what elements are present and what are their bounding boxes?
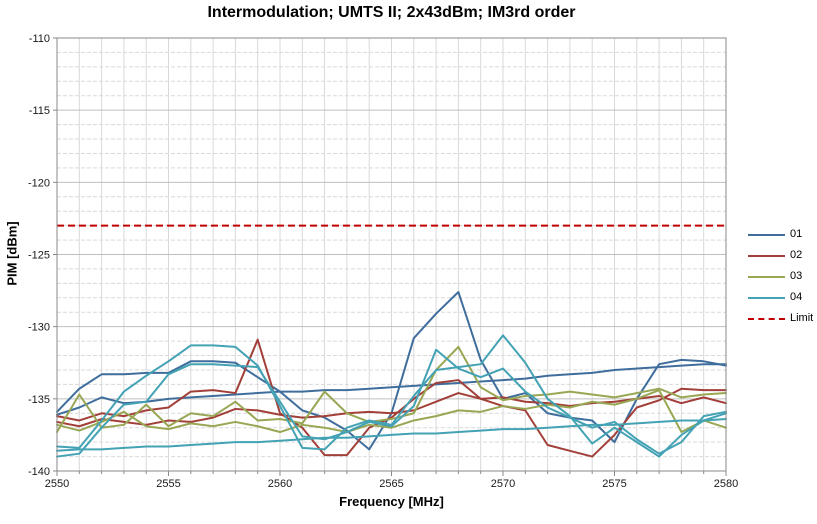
x-tick-label: 2580 [714, 478, 738, 490]
legend-label: 03 [790, 270, 803, 282]
legend-item-limit: Limit [748, 308, 813, 329]
x-tick-label: 2550 [45, 478, 69, 490]
series-03-line [56, 345, 727, 434]
x-tick-label: 2575 [602, 478, 626, 490]
x-tick-label: 2565 [379, 478, 403, 490]
series-04-line [56, 418, 727, 452]
legend-swatch-01 [748, 233, 785, 236]
legend-label: 02 [790, 249, 803, 261]
legend-label: 04 [790, 291, 803, 303]
y-tick-label: -110 [29, 33, 50, 45]
y-tick-label: -120 [28, 177, 50, 189]
legend-swatch-03 [748, 275, 785, 278]
series-02-line [56, 392, 727, 428]
legend-item-03: 03 [748, 266, 813, 287]
legend-item-01: 01 [748, 224, 813, 245]
x-axis-title: Frequency [MHz] [339, 494, 444, 509]
y-tick-label: -140 [28, 466, 50, 478]
legend-swatch-limit [748, 317, 785, 320]
legend-item-02: 02 [748, 245, 813, 266]
legend-item-04: 04 [748, 287, 813, 308]
series-04-line [56, 334, 727, 458]
series-04-line [56, 348, 727, 458]
legend: 01 02 03 04 Limit [748, 224, 813, 329]
y-tick-label: -125 [28, 250, 50, 262]
series-03-line [56, 389, 727, 434]
chart-title: Intermodulation; UMTS II; 2x43dBm; IM3rd… [207, 4, 576, 21]
y-tick-label: -130 [28, 322, 50, 334]
series-01-line [56, 363, 727, 416]
x-tick-label: 2555 [156, 478, 180, 490]
legend-swatch-02 [748, 254, 785, 257]
x-tick-label: 2560 [268, 478, 292, 490]
x-tick-label: 2570 [491, 478, 515, 490]
legend-swatch-04 [748, 296, 785, 299]
legend-label: 01 [790, 228, 803, 240]
y-tick-label: -135 [28, 394, 50, 406]
y-tick-label: -115 [29, 105, 50, 117]
series-02-line [56, 338, 727, 458]
legend-label: Limit [790, 312, 814, 324]
